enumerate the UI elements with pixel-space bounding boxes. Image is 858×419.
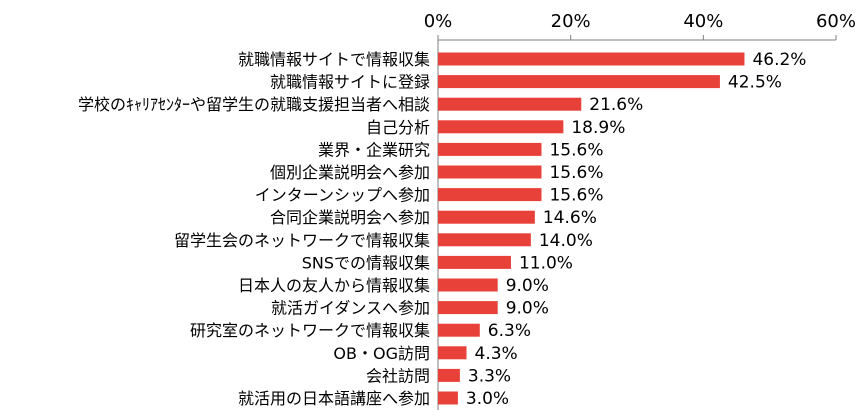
category-label: 合同企業説明会へ参加 <box>270 208 430 227</box>
bar <box>438 255 511 269</box>
category-label: 就職情報サイトで情報収集 <box>238 50 430 69</box>
value-label: 4.3% <box>475 344 518 364</box>
bar <box>438 323 480 337</box>
x-axis-ticks: 0% 20% 40% 60% <box>424 11 856 40</box>
value-label: 9.0% <box>506 276 549 296</box>
bar <box>438 52 745 66</box>
value-label: 9.0% <box>506 299 549 319</box>
value-label: 15.6% <box>549 140 603 160</box>
value-label: 11.0% <box>519 253 573 273</box>
category-labels: 就職情報サイトで情報収集就職情報サイトに登録学校のｷｬﾘｱｾﾝﾀｰや留学生の就職… <box>78 50 430 408</box>
x-tick-label: 0% <box>424 11 453 32</box>
bar <box>438 188 542 202</box>
bar <box>438 75 720 89</box>
bars <box>438 52 745 405</box>
category-label: 就活用の日本語講座へ参加 <box>238 389 430 408</box>
value-label: 42.5% <box>728 73 782 93</box>
value-label: 15.6% <box>549 163 603 183</box>
category-label: 留学生会のネットワークで情報収集 <box>174 231 430 250</box>
bar <box>438 165 542 179</box>
value-label: 21.6% <box>589 95 643 115</box>
value-label: 46.2% <box>752 50 806 70</box>
value-label: 15.6% <box>549 186 603 206</box>
value-label: 18.9% <box>571 118 625 138</box>
bar <box>438 301 498 315</box>
category-label: インターンシップへ参加 <box>255 186 430 205</box>
category-label: 日本人の友人から情報収集 <box>238 276 430 295</box>
category-label: 会社訪問 <box>366 366 430 385</box>
bar <box>438 210 535 224</box>
bar <box>438 142 542 156</box>
bar <box>438 368 460 382</box>
bar <box>438 120 564 134</box>
value-label: 6.3% <box>488 321 531 341</box>
bar <box>438 278 498 292</box>
category-label: 就活ガイダンスへ参加 <box>271 299 430 318</box>
value-label: 3.3% <box>468 366 511 386</box>
value-labels: 46.2%42.5%21.6%18.9%15.6%15.6%15.6%14.6%… <box>466 50 807 409</box>
category-label: SNSでの情報収集 <box>302 253 430 272</box>
category-label: 業界・企業研究 <box>318 140 430 159</box>
category-label: 研究室のネットワークで情報収集 <box>190 321 430 340</box>
value-label: 3.0% <box>466 389 509 409</box>
category-label: OB・OG訪問 <box>333 344 430 363</box>
bar <box>438 346 467 360</box>
value-label: 14.0% <box>539 231 593 251</box>
category-label: 自己分析 <box>366 118 430 137</box>
category-label: 学校のｷｬﾘｱｾﾝﾀｰや留学生の就職支援担当者へ相談 <box>78 95 430 114</box>
category-label: 個別企業説明会へ参加 <box>270 163 430 182</box>
bar <box>438 391 458 405</box>
x-tick-label: 60% <box>816 11 856 32</box>
x-tick-label: 40% <box>683 11 723 32</box>
bar <box>438 97 582 111</box>
value-label: 14.6% <box>543 208 597 228</box>
bar <box>438 233 531 247</box>
x-tick-label: 20% <box>551 11 591 32</box>
category-label: 就職情報サイトに登録 <box>270 73 430 92</box>
